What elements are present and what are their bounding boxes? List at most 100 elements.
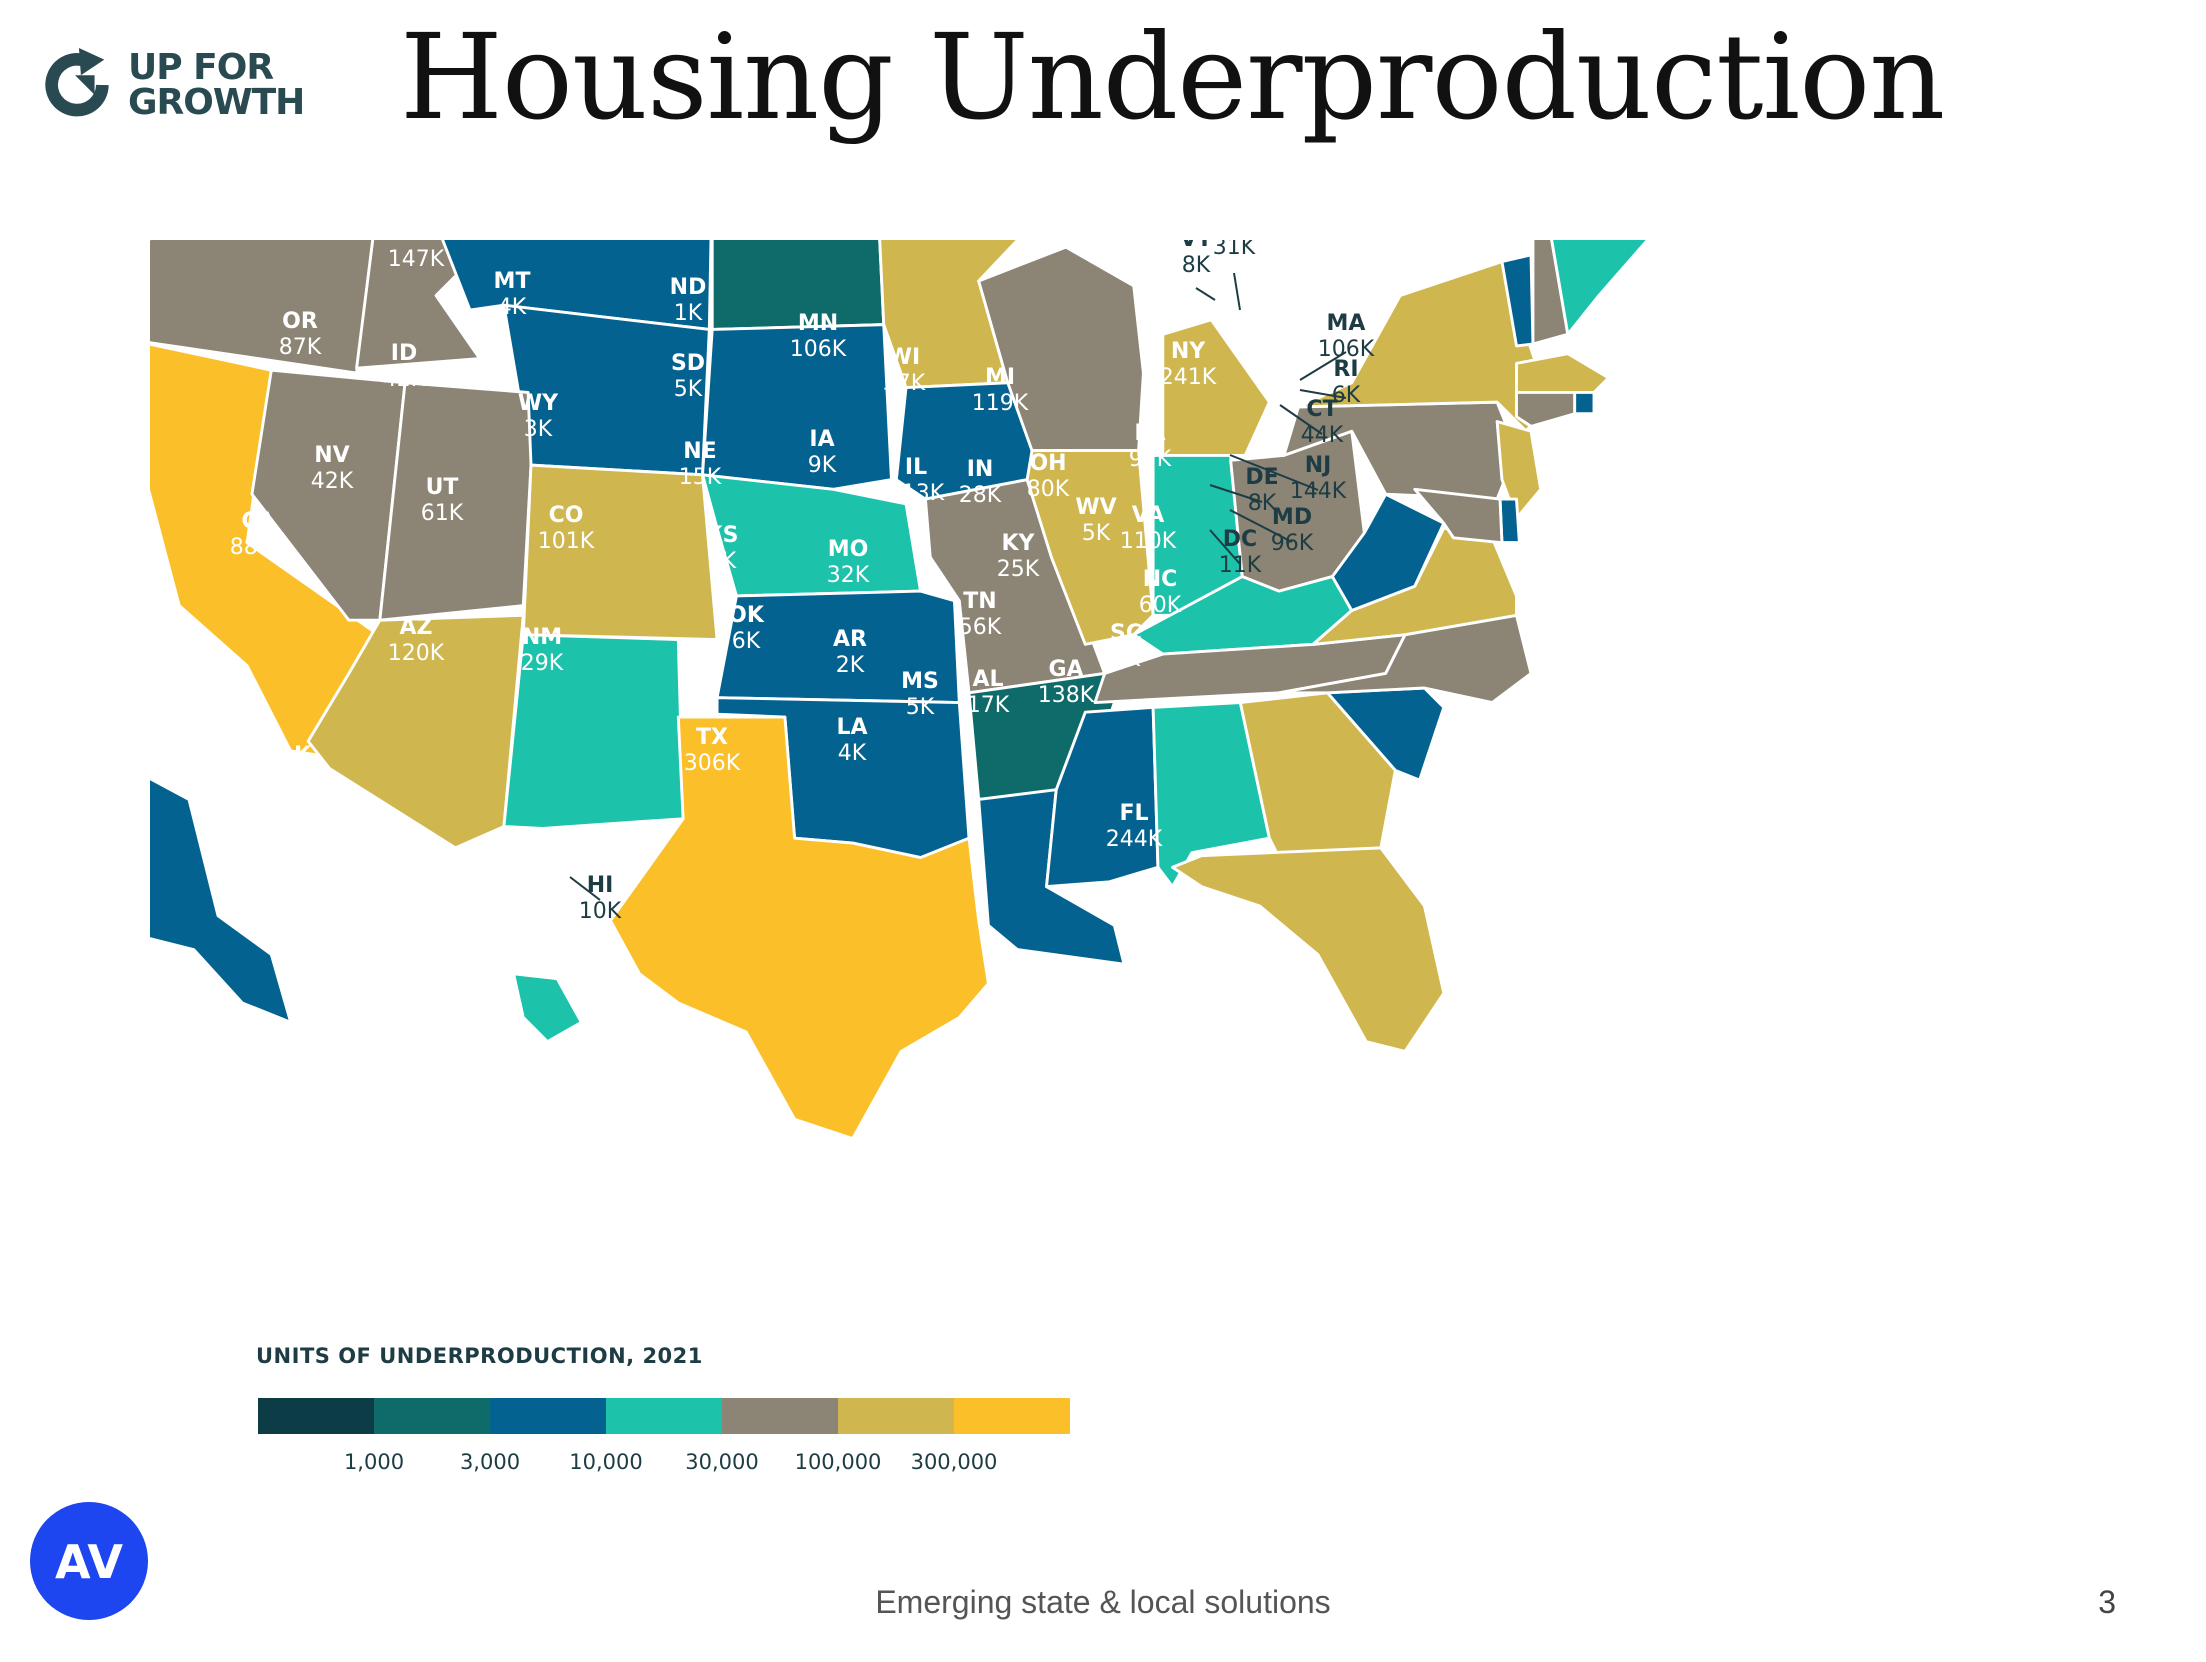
state-value: 7K: [1112, 647, 1141, 672]
leader-line-vt: [1195, 287, 1216, 301]
state-az[interactable]: [306, 613, 525, 850]
state-code: MT: [494, 269, 531, 294]
state-value: 42K: [383, 367, 426, 392]
state-code: MS: [901, 669, 939, 694]
legend-swatch: [838, 1398, 954, 1434]
state-code: UT: [426, 475, 459, 500]
leader-line-nj: [1229, 454, 1319, 491]
leader-line-nh: [1233, 272, 1241, 311]
state-code: IA: [809, 427, 834, 452]
state-code: CO: [549, 503, 584, 528]
state-ri[interactable]: [1573, 390, 1596, 416]
state-code: VT: [1180, 240, 1212, 252]
state-nc[interactable]: [1277, 613, 1533, 704]
state-nv[interactable]: [250, 368, 407, 622]
legend-swatch: [606, 1398, 722, 1434]
state-value: 42K: [311, 469, 354, 494]
state-hi[interactable]: [512, 972, 583, 1044]
state-ks[interactable]: [715, 589, 961, 704]
leader-line-de: [1209, 484, 1263, 503]
state-code: HI: [587, 873, 614, 898]
state-value: 5K: [280, 769, 309, 794]
state-mi[interactable]: [1161, 318, 1271, 457]
logo-line1: UP FOR: [128, 47, 274, 88]
state-ct[interactable]: [1515, 390, 1577, 428]
state-fl[interactable]: [1171, 846, 1446, 1053]
state-value: 15K: [1271, 271, 1314, 296]
state-value: 120K: [388, 641, 445, 666]
av-logo[interactable]: AV: [30, 1502, 148, 1620]
state-code: WI: [888, 345, 920, 370]
state-code: OR: [282, 309, 318, 334]
state-value: 56K: [959, 615, 1002, 640]
leader-line-ma: [1299, 351, 1347, 381]
state-code: NM: [522, 625, 562, 650]
state-code: KS: [706, 523, 739, 548]
state-value: 5K: [906, 695, 935, 720]
state-label-nh: NH31K: [1213, 240, 1256, 260]
state-id[interactable]: [355, 240, 482, 370]
state-code: IN: [967, 457, 994, 482]
state-value: 306K: [684, 751, 741, 776]
state-or[interactable]: [150, 240, 375, 375]
state-tx[interactable]: [609, 715, 990, 1141]
state-value: 60K: [1139, 593, 1182, 618]
us-states-map: WA147KOR87KCA881KID42KNV42KMT4KWY3KUT61K…: [150, 240, 1666, 1141]
state-sd[interactable]: [701, 323, 893, 491]
state-ma[interactable]: [1515, 352, 1610, 399]
state-ak[interactable]: [150, 761, 293, 1081]
state-code: OK: [728, 603, 765, 628]
state-code: WY: [518, 391, 559, 416]
state-il[interactable]: [1025, 449, 1155, 646]
state-code: KY: [1002, 531, 1036, 556]
state-code: ID: [391, 341, 417, 366]
leader-line-ct: [1279, 404, 1323, 435]
leader-line-md: [1229, 509, 1293, 543]
legend-swatch: [954, 1398, 1070, 1434]
state-value: 44K: [1301, 423, 1344, 448]
state-value: 4K: [838, 741, 867, 766]
state-value: 8K: [1182, 253, 1211, 278]
state-value: 147K: [388, 247, 445, 272]
state-value: 29K: [521, 651, 564, 676]
state-nm[interactable]: [502, 633, 685, 830]
state-value: 119K: [972, 391, 1029, 416]
state-md[interactable]: [1413, 487, 1504, 545]
state-code: NE: [683, 439, 716, 464]
state-code: SD: [671, 351, 705, 376]
state-code: RI: [1333, 357, 1358, 382]
state-code: DE: [1245, 465, 1278, 490]
state-nj[interactable]: [1495, 420, 1543, 520]
state-code: AZ: [400, 615, 433, 640]
legend-swatch: [722, 1398, 838, 1434]
state-wi[interactable]: [977, 245, 1145, 453]
legend-tick: 10,000: [569, 1450, 643, 1474]
state-value: 25K: [997, 557, 1040, 582]
state-value: 97K: [1129, 447, 1172, 472]
state-code: CA: [241, 509, 274, 534]
footer-text: Emerging state & local solutions: [875, 1584, 1331, 1620]
state-value: 80K: [1027, 477, 1070, 502]
state-me[interactable]: [1550, 240, 1666, 336]
state-co[interactable]: [521, 463, 719, 641]
legend-tick: 30,000: [685, 1450, 759, 1474]
state-value: 101K: [538, 529, 595, 554]
